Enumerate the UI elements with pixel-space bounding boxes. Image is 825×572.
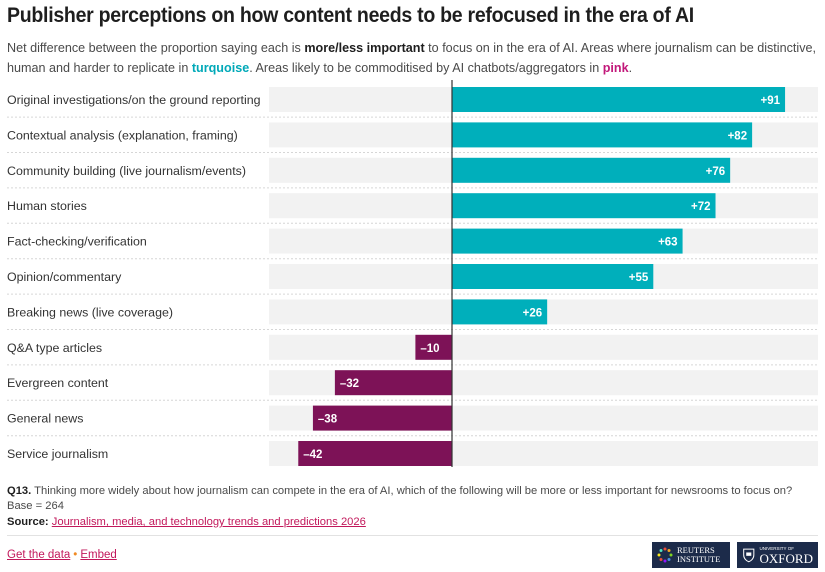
data-label: +82 xyxy=(728,130,748,142)
category-label: Community building (live journalism/even… xyxy=(7,164,246,178)
data-label: +91 xyxy=(761,95,781,107)
link-separator: • xyxy=(73,549,78,561)
chart-subtitle: Net difference between the proportion sa… xyxy=(7,38,822,78)
oxford-big-text: OXFORD xyxy=(759,550,813,566)
data-bar xyxy=(452,228,683,254)
data-label: +26 xyxy=(523,307,543,319)
reuters-dots-icon xyxy=(657,547,673,563)
data-bar xyxy=(452,87,786,112)
data-bar xyxy=(452,122,753,148)
data-bar xyxy=(452,299,548,325)
data-label: +55 xyxy=(629,272,649,284)
data-bar xyxy=(312,405,452,431)
category-label: Human stories xyxy=(7,199,87,213)
data-label: –32 xyxy=(340,378,359,390)
data-label: –42 xyxy=(303,449,322,461)
data-bar xyxy=(452,193,716,219)
data-bar xyxy=(334,370,452,396)
bar-track xyxy=(269,334,818,360)
category-label: Q&A type articles xyxy=(7,341,102,355)
oxford-small-text: UNIVERSITY OF xyxy=(759,545,794,551)
data-label: –10 xyxy=(420,343,439,355)
category-label: Original investigations/on the ground re… xyxy=(7,93,261,107)
reuters-institute-logo[interactable]: REUTERS INSTITUTE xyxy=(652,542,730,568)
footer-links: Get the data • Embed xyxy=(7,549,117,561)
source-link[interactable]: Journalism, media, and technology trends… xyxy=(51,516,366,528)
chart-title: Publisher perceptions on how content nee… xyxy=(7,4,694,27)
question-text: Thinking more widely about how journalis… xyxy=(31,485,793,497)
category-label: Contextual analysis (explanation, framin… xyxy=(7,128,238,142)
data-label: –38 xyxy=(318,414,338,426)
subtitle-bold: more/less important xyxy=(304,41,425,55)
get-the-data-link[interactable]: Get the data xyxy=(7,549,71,561)
subtitle-text-2: to focus on in the era of AI. Areas wher… xyxy=(7,41,817,75)
reuters-line-2: INSTITUTE xyxy=(677,554,721,564)
category-label: Service journalism xyxy=(7,447,108,461)
subtitle-text-3: . Areas likely to be commoditised by AI … xyxy=(249,61,603,75)
subtitle-text-4: . xyxy=(628,61,633,75)
data-bar xyxy=(452,264,654,289)
question-note: Q13. Thinking more widely about how jour… xyxy=(7,484,822,514)
subtitle-text-1: Net difference between the proportion sa… xyxy=(7,41,305,55)
oxford-logo[interactable]: UNIVERSITY OF OXFORD xyxy=(737,542,818,568)
category-label: Fact-checking/verification xyxy=(7,235,147,249)
data-label: +76 xyxy=(706,166,726,178)
category-label: Breaking news (live coverage) xyxy=(7,305,173,319)
data-label: +63 xyxy=(658,237,678,249)
source-line: Source: Journalism, media, and technolog… xyxy=(7,516,366,528)
data-bar xyxy=(298,441,452,466)
footer-divider xyxy=(7,535,818,536)
data-bar xyxy=(452,157,731,183)
data-bar xyxy=(415,334,452,360)
embed-link[interactable]: Embed xyxy=(80,549,117,561)
bar-chart: Original investigations/on the ground re… xyxy=(7,80,818,467)
source-label: Source: xyxy=(7,516,49,528)
subtitle-pink: pink xyxy=(602,61,629,75)
category-label: Opinion/commentary xyxy=(7,270,122,284)
reuters-line-1: REUTERS xyxy=(677,545,715,555)
oxford-crest-icon xyxy=(743,548,755,563)
data-label: +72 xyxy=(691,201,711,213)
subtitle-turquoise: turquoise xyxy=(191,61,250,75)
category-label: General news xyxy=(7,412,83,426)
base-text: Base = 264 xyxy=(7,500,64,512)
category-label: Evergreen content xyxy=(7,376,109,390)
question-label: Q13. xyxy=(7,485,32,497)
